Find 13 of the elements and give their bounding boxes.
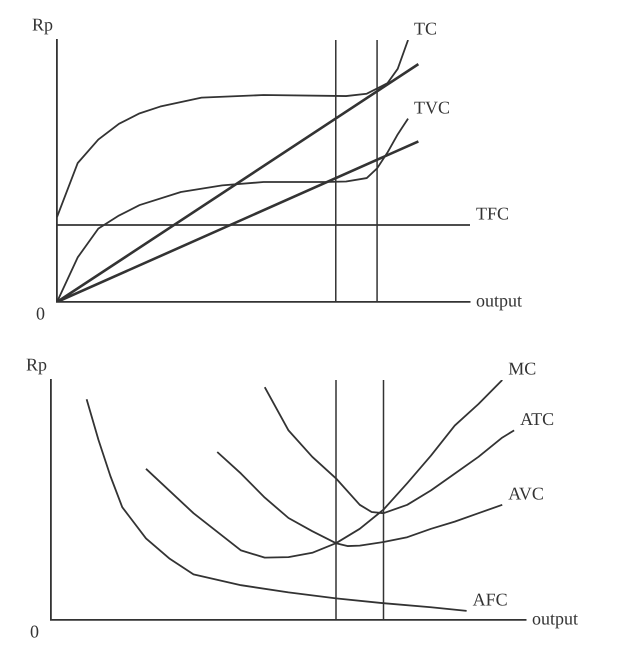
y-axis-title: Rp [26, 354, 47, 375]
text: 0 [36, 304, 45, 324]
series-label: TVC [414, 97, 450, 118]
series-label: AVC [508, 484, 544, 504]
series-label: MC [508, 358, 536, 379]
y-axis-title: Rp [32, 14, 53, 35]
series-label: TFC [476, 204, 510, 224]
series-label: AFC [472, 590, 508, 610]
series-label: TC [414, 18, 438, 39]
x-axis-title: output [476, 290, 522, 311]
x-axis-title: output [532, 608, 578, 629]
text: 0 [30, 622, 39, 642]
series-label: ATC [520, 409, 554, 430]
